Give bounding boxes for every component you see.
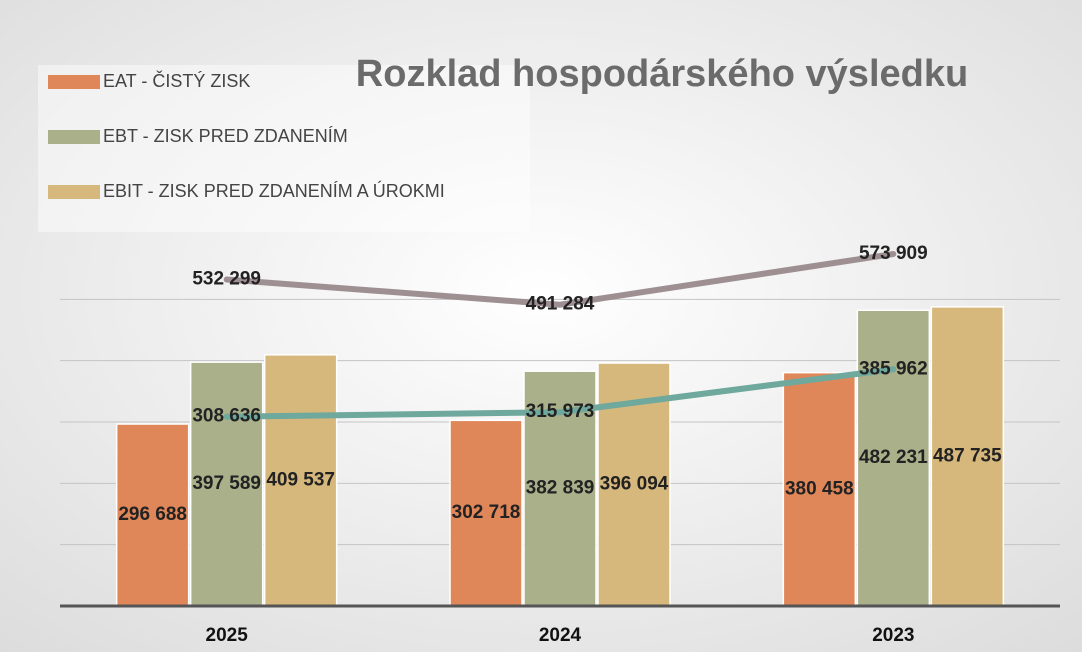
- bar: [115, 423, 190, 607]
- legend-box: [38, 65, 530, 232]
- data-label: 491 284: [526, 294, 595, 315]
- legend-swatch: [48, 130, 100, 144]
- chart-title: Rozklad hospodárského výsledku: [356, 53, 968, 95]
- data-label: 482 231: [859, 447, 928, 468]
- data-label: 397 589: [192, 473, 261, 494]
- data-label: 532 299: [192, 269, 261, 290]
- data-label: 396 094: [600, 474, 669, 495]
- data-label: 487 735: [933, 445, 1002, 466]
- data-label: 308 636: [192, 406, 261, 427]
- bar: [189, 361, 264, 607]
- legend-swatch: [48, 185, 100, 199]
- data-label: 573 909: [859, 243, 928, 264]
- bar: [930, 306, 1005, 607]
- data-label: 296 688: [118, 504, 187, 525]
- data-label: 315 973: [526, 401, 595, 422]
- line: [223, 251, 897, 308]
- x-tick-label: 2025: [206, 625, 249, 646]
- bar: [449, 419, 523, 607]
- legend-label: EAT - ČISTÝ ZISK: [103, 70, 250, 91]
- data-label: 382 839: [526, 478, 595, 499]
- bar: [856, 309, 931, 607]
- x-tick-label: 2023: [872, 625, 914, 646]
- data-label: 380 458: [785, 478, 854, 499]
- legend-swatch: [48, 75, 100, 89]
- x-tick-label: 2024: [539, 625, 582, 646]
- legend-label: EBT - ZISK PRED ZDANENÍM: [103, 126, 348, 146]
- data-label: 302 718: [452, 502, 521, 523]
- legend-label: EBIT - ZISK PRED ZDANENÍM A ÚROKMI: [103, 180, 445, 201]
- data-label: 409 537: [266, 469, 335, 490]
- line: [223, 366, 897, 420]
- bar: [782, 371, 857, 607]
- data-label: 385 962: [859, 358, 928, 379]
- bar: [263, 354, 338, 607]
